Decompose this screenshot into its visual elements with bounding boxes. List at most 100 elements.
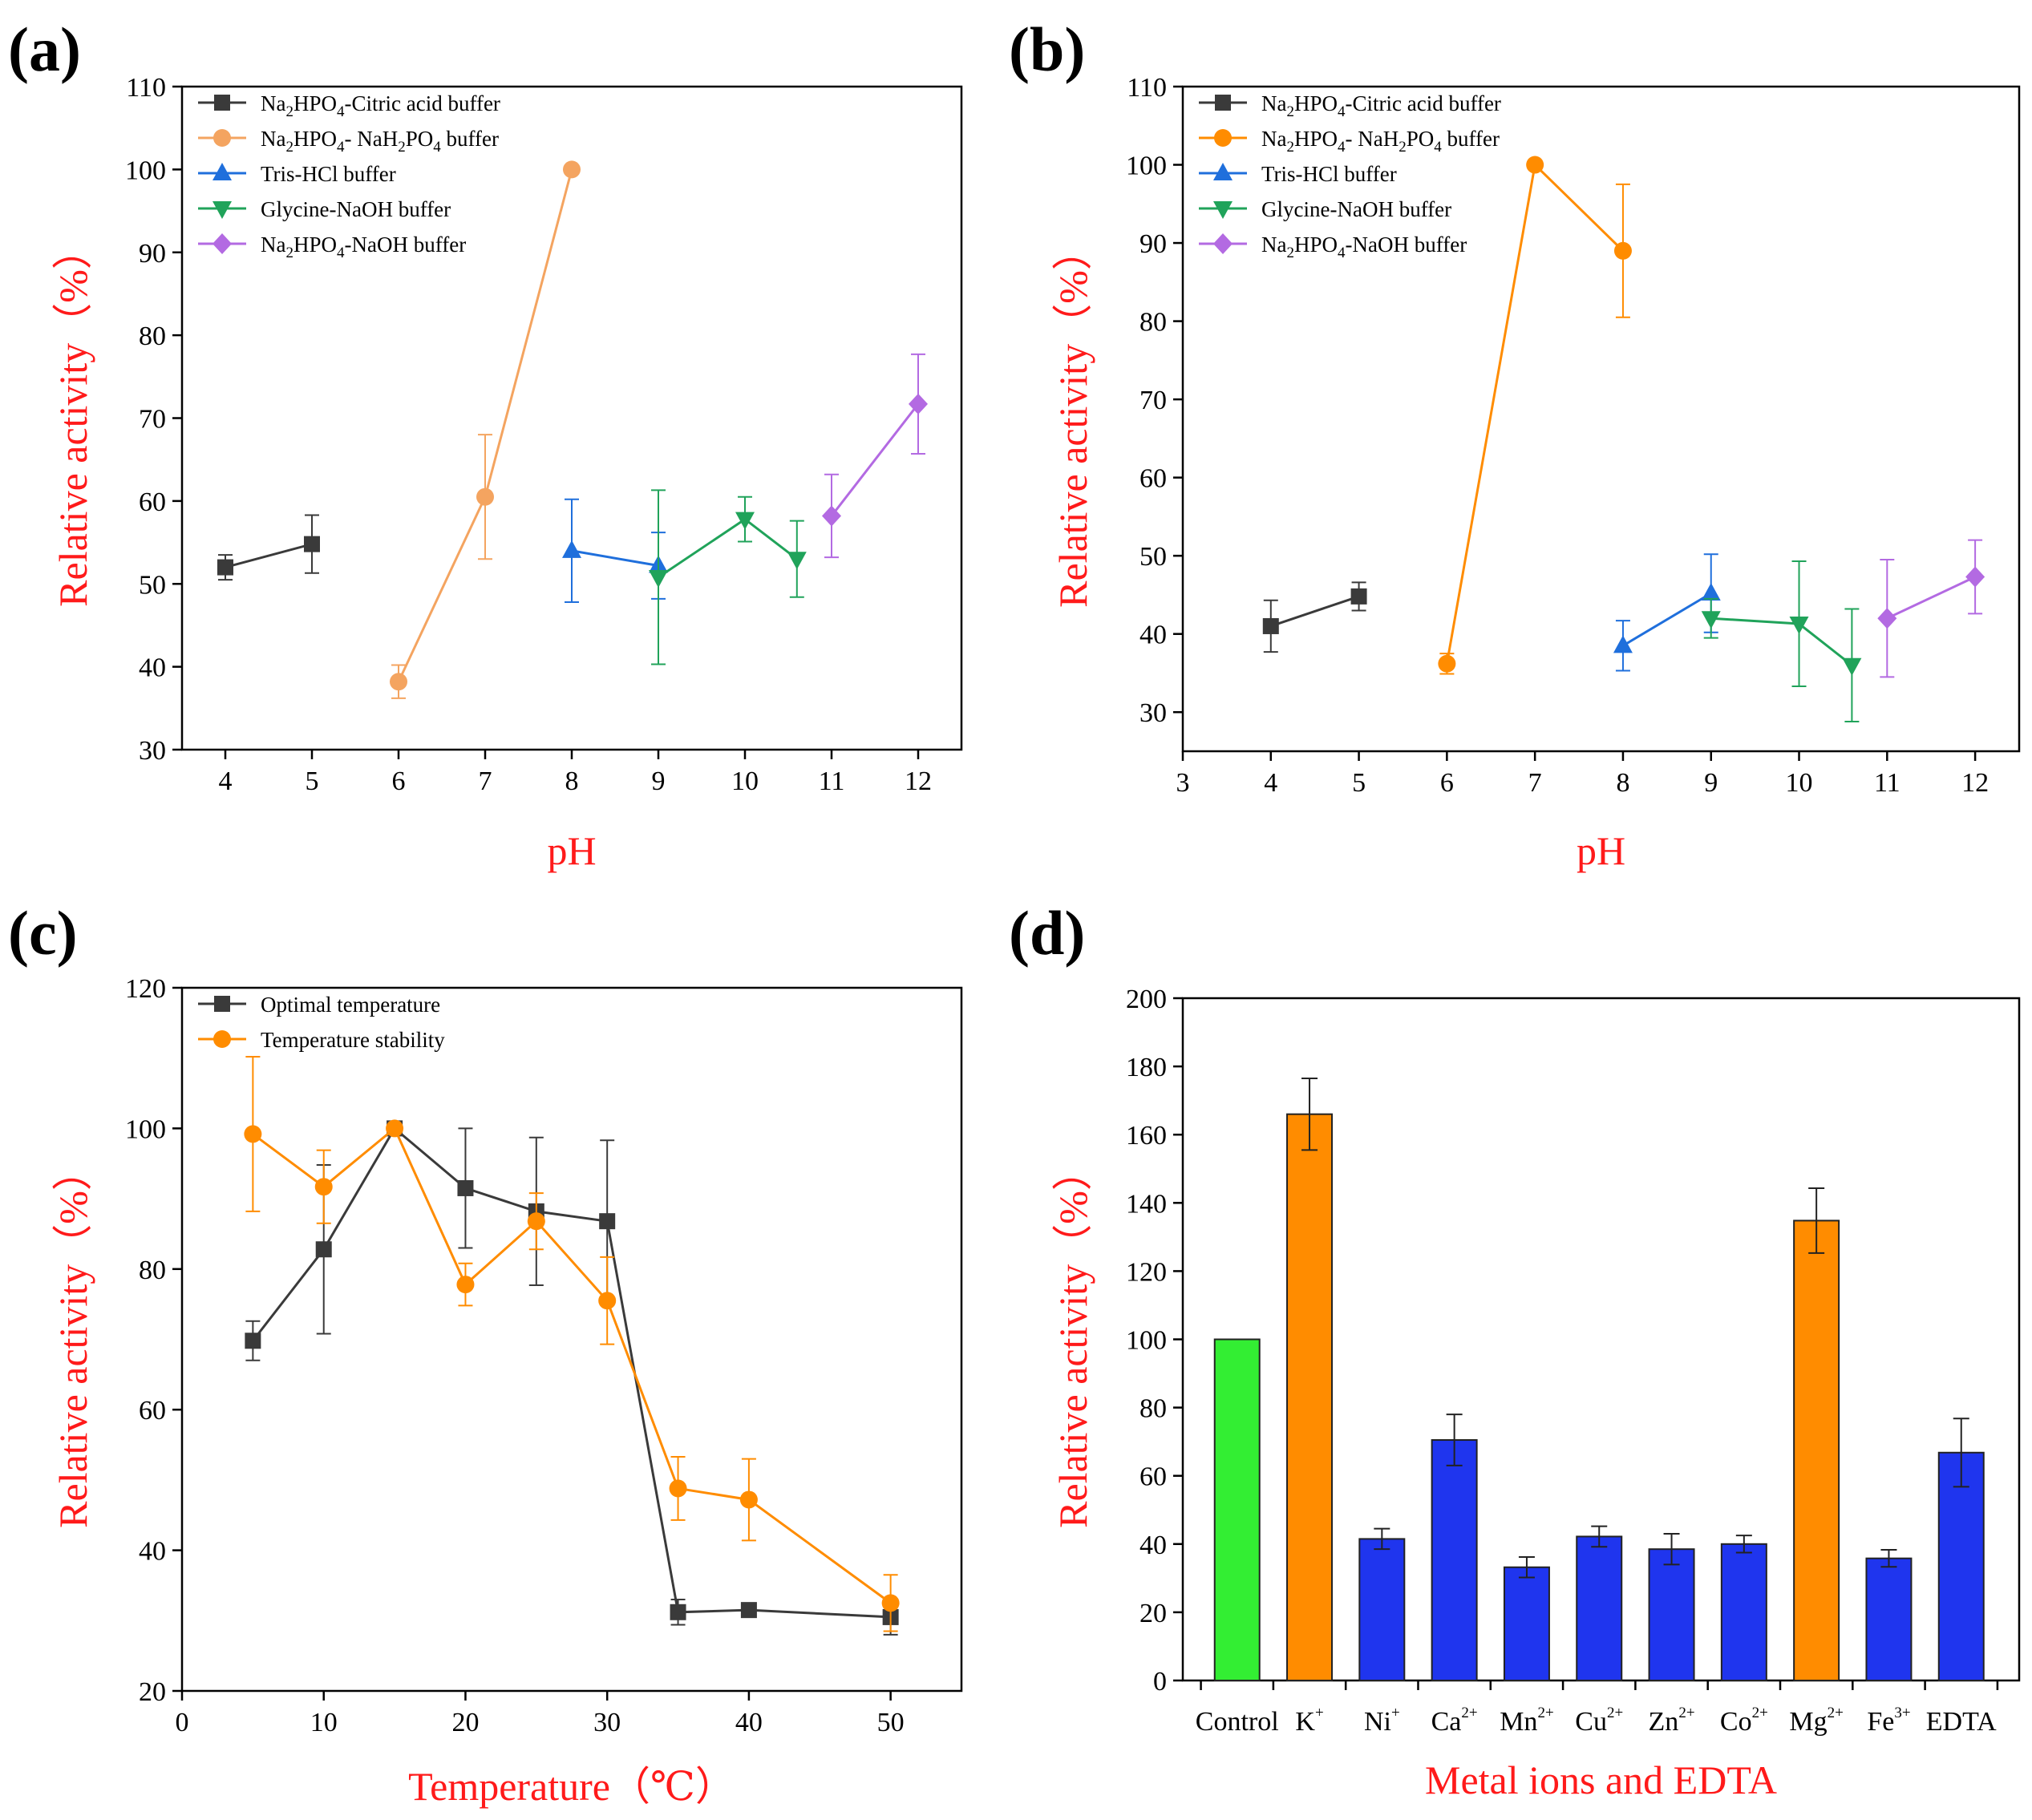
legend-label-text: buffer: [1442, 127, 1500, 151]
series-3: Tris-HCl buffer: [1199, 162, 1721, 672]
category-label-superscript: 2+: [1828, 1705, 1844, 1721]
series-line: [1710, 617, 1853, 666]
x-tick-label: 11: [1874, 768, 1900, 798]
y-axis-label: Relative activity（%）: [51, 229, 95, 607]
bar-group: Ca2+: [1431, 1414, 1478, 1737]
legend-label-subscript: 2: [1286, 103, 1294, 120]
data-point: [563, 160, 581, 179]
category-label: Mn2+: [1500, 1705, 1553, 1737]
x-tick-label: 5: [306, 766, 319, 796]
legend-label-text: HPO: [1294, 233, 1338, 257]
data-point: [476, 487, 494, 506]
data-point: [457, 1179, 474, 1196]
category-label-superscript: 2+: [1461, 1705, 1477, 1721]
x-tick-label: 5: [1352, 768, 1366, 798]
plot-frame: [180, 986, 963, 1693]
legend-label-text: PO: [406, 127, 434, 151]
series-2: Temperature stability: [198, 1028, 900, 1632]
data-point: [304, 536, 320, 552]
y-tick-label: 200: [1126, 985, 1167, 1014]
chart-panel-c: 20 40 60 80 100 120 0 10 20 30 40 50 Temperature（℃） R…: [8, 898, 963, 1809]
data-point: [739, 1490, 758, 1509]
data-point: [1262, 617, 1279, 634]
legend-label-text: HPO: [293, 127, 337, 151]
category-label-superscript: +: [1315, 1705, 1324, 1721]
y-tick-label: 110: [1127, 73, 1167, 103]
legend-label-text: - NaH: [1346, 127, 1399, 151]
x-tick-label: 8: [1616, 768, 1629, 798]
bar-group: Ni+: [1358, 1527, 1406, 1737]
category-label-text: Ni: [1364, 1707, 1391, 1737]
data-point: [245, 1333, 261, 1349]
series-2: Na2HPO4- NaH2PO4 buffer: [198, 127, 581, 699]
plot-frame: [1181, 85, 2021, 753]
legend-label-subscript: 2: [285, 139, 293, 156]
legend-label-text: Na: [1261, 233, 1286, 257]
y-tick-label: 70: [1139, 386, 1167, 415]
y-tick-label: 90: [1139, 229, 1167, 259]
legend-marker: [214, 996, 230, 1012]
category-label: Ni+: [1364, 1705, 1400, 1737]
x-axis-label: Temperature（℃）: [408, 1764, 735, 1809]
x-tick-label: 10: [731, 766, 759, 796]
x-tick-label: 9: [652, 766, 666, 796]
panel-label: (c): [8, 898, 78, 968]
bar: [1793, 1219, 1840, 1681]
bar: [1503, 1566, 1550, 1682]
legend-label-text: HPO: [293, 91, 337, 115]
legend-label-text: - NaH: [345, 127, 399, 151]
legend-label-text: buffer: [441, 127, 499, 151]
data-point: [527, 1212, 545, 1231]
y-axis-label: Relative activity（%）: [51, 1151, 95, 1528]
legend-label: Na2HPO4-NaOH buffer: [1261, 233, 1467, 261]
legend-marker: [213, 129, 231, 147]
data-point: [822, 505, 841, 527]
legend-label-subscript: 2: [1286, 245, 1294, 261]
data-point: [598, 1292, 617, 1310]
y-tick-label: 40: [139, 1537, 166, 1567]
series-5: Na2HPO4-NaOH buffer: [198, 233, 928, 559]
legend-label-text: Na: [261, 233, 285, 257]
bar-group: Control: [1196, 1338, 1279, 1737]
legend-label: Optimal temperature: [261, 993, 440, 1017]
data-point: [1526, 156, 1544, 174]
data-point: [1842, 657, 1862, 676]
data-point: [1701, 611, 1721, 629]
series-line: [658, 517, 798, 579]
category-label-superscript: 3+: [1894, 1705, 1910, 1721]
legend-label-text: Glycine-NaOH buffer: [261, 197, 451, 221]
category-label-text: Cu: [1575, 1707, 1607, 1737]
category-label-text: EDTA: [1926, 1707, 1997, 1737]
bar-group: Mn2+: [1500, 1555, 1554, 1737]
x-tick-label: 3: [1176, 768, 1190, 798]
legend-label-subscript: 2: [285, 245, 293, 261]
data-point: [669, 1479, 687, 1498]
series-line: [1886, 576, 1976, 620]
category-label: EDTA: [1926, 1707, 1997, 1737]
legend-label-subscript: 2: [398, 139, 406, 156]
legend-label: Na2HPO4- NaH2PO4 buffer: [1261, 127, 1500, 156]
x-tick-label: 9: [1704, 768, 1718, 798]
bar: [1720, 1543, 1767, 1682]
plot-frame: [180, 85, 963, 751]
x-tick-label: 4: [1264, 768, 1277, 798]
series-4: Glycine-NaOH buffer: [198, 197, 807, 665]
category-label-superscript: 2+: [1537, 1705, 1553, 1721]
data-point: [599, 1213, 616, 1230]
legend-label: Na2HPO4-Citric acid buffer: [1261, 91, 1501, 120]
x-tick-label: 4: [219, 766, 233, 796]
x-tick-label: 30: [593, 1708, 621, 1737]
y-tick-label: 50: [1139, 542, 1167, 572]
legend-label-text: HPO: [293, 233, 337, 257]
x-axis-label: pH: [547, 828, 596, 873]
y-tick-label: 180: [1126, 1053, 1167, 1082]
legend-label-subscript: 4: [1338, 139, 1346, 156]
category-label-superscript: 2+: [1678, 1705, 1694, 1721]
category-label-text: Fe: [1867, 1707, 1894, 1737]
panel-label: (a): [8, 14, 81, 84]
y-tick-label: 20: [139, 1677, 166, 1707]
x-tick-label: 0: [176, 1708, 189, 1737]
legend-label-subscript: 4: [337, 245, 345, 261]
y-tick-label: 0: [1153, 1667, 1167, 1697]
